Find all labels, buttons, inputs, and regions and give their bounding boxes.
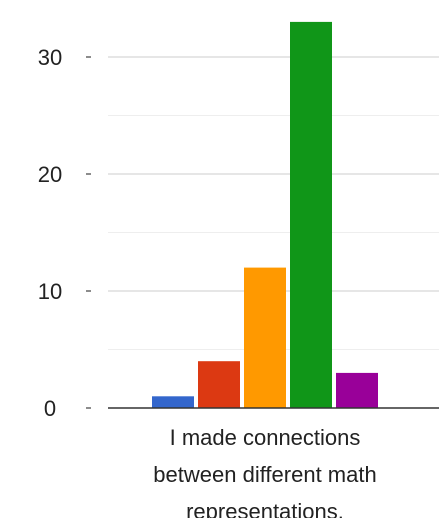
y-tick-label: 30 <box>38 45 62 70</box>
bar-4 <box>290 21 332 409</box>
category-label: I made connections between different math… <box>153 425 376 518</box>
category-label-line: representations. <box>186 499 344 518</box>
y-axis-ticks: 0 10 20 30 <box>38 45 91 421</box>
y-tick-label: 10 <box>38 279 62 304</box>
y-tick-label: 20 <box>38 162 62 187</box>
category-label-line: between different math <box>153 462 376 487</box>
bar-5 <box>336 372 378 408</box>
bars <box>152 21 378 409</box>
category-label-line: I made connections <box>170 425 361 450</box>
bar-2 <box>198 361 240 408</box>
y-tick-label: 0 <box>44 396 56 421</box>
bar-1 <box>152 396 194 408</box>
gridlines <box>108 56 439 350</box>
bar-3 <box>244 267 286 408</box>
